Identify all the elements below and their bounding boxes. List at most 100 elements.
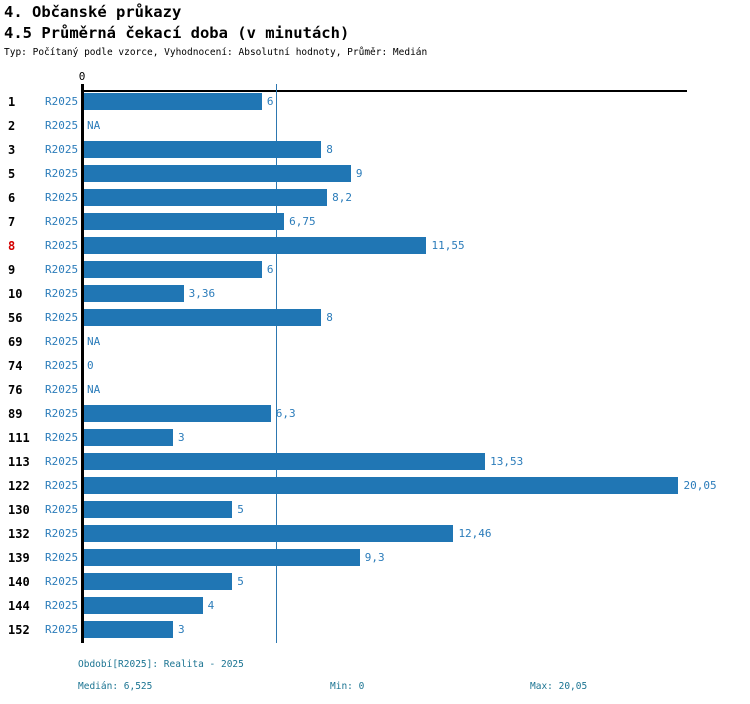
row-category-label: 5	[8, 167, 16, 181]
y-axis-line	[81, 84, 84, 643]
row-value-label: NA	[87, 383, 101, 396]
row-bar	[84, 477, 679, 494]
row-period-label: R2025	[45, 191, 79, 204]
row-category-label: 7	[8, 215, 16, 229]
row-value-label: 11,55	[431, 239, 465, 252]
row-category-label: 76	[8, 383, 23, 397]
chart-meta-line: Typ: Počítaný podle vzorce, Vyhodnocení:…	[4, 47, 428, 58]
chart-row: 3 R2025 8	[0, 138, 750, 162]
row-bar	[84, 213, 285, 230]
row-period-label: R2025	[45, 287, 79, 300]
chart-row: 2 R2025 NA	[0, 114, 750, 138]
chart-row: 139 R2025 9,3	[0, 546, 750, 570]
chart-row: 140 R2025 5	[0, 570, 750, 594]
row-value-label: 12,46	[458, 527, 492, 540]
row-category-label: 152	[8, 623, 30, 637]
row-period-label: R2025	[45, 527, 79, 540]
row-period-label: R2025	[45, 383, 79, 396]
row-value-label: 0	[87, 359, 94, 372]
row-bar	[84, 405, 271, 422]
row-value-label: 5	[237, 503, 244, 516]
chart-row: 7 R2025 6,75	[0, 210, 750, 234]
row-category-label: 74	[8, 359, 23, 373]
row-bar	[84, 165, 351, 182]
chart-row: 152 R2025 3	[0, 618, 750, 642]
chart-row: 9 R2025 6	[0, 258, 750, 282]
row-category-label: 1	[8, 95, 16, 109]
row-value-label: 3	[177, 431, 185, 444]
row-category-label: 113	[8, 455, 30, 469]
median-line	[276, 84, 277, 643]
row-period-label: R2025	[45, 311, 79, 324]
chart-row: 122 R2025 20,05	[0, 474, 750, 498]
footer-median: Medián: 6,525	[78, 681, 153, 692]
chart-row: 8 R2025 11,55	[0, 234, 750, 258]
row-value-label: 3,36	[188, 287, 216, 300]
chart-row: 6 R2025 8,2	[0, 186, 750, 210]
row-category-label: 10	[8, 287, 23, 301]
row-category-label: 140	[8, 575, 30, 589]
row-category-label: 6	[8, 191, 16, 205]
footer-min: Min: 0	[330, 681, 365, 692]
row-bar	[84, 309, 322, 326]
row-bar	[84, 597, 203, 614]
row-value-label: 6,3	[275, 407, 296, 420]
row-category-label: 111	[8, 431, 30, 445]
row-period-label: R2025	[45, 143, 79, 156]
report-title: 4. Občanské průkazy	[4, 3, 182, 21]
row-value-label: 9,3	[364, 551, 385, 564]
row-value-label: 8,2	[332, 191, 352, 204]
row-value-label: NA	[87, 119, 101, 132]
row-period-label: R2025	[45, 359, 79, 372]
row-period-label: R2025	[45, 503, 79, 516]
row-bar	[84, 429, 173, 446]
row-period-label: R2025	[45, 575, 79, 588]
x-axis-zero-label: 0	[78, 70, 86, 83]
row-category-label: 122	[8, 479, 30, 493]
row-value-label: 3	[177, 623, 185, 636]
chart-row: 1 R2025 6	[0, 90, 750, 114]
row-bar	[84, 285, 184, 302]
row-bar	[84, 549, 360, 566]
chart-row: 56 R2025 8	[0, 306, 750, 330]
row-category-label: 144	[8, 599, 30, 613]
row-value-label: 4	[207, 599, 215, 612]
row-category-label: 130	[8, 503, 30, 517]
row-category-label: 132	[8, 527, 30, 541]
row-value-label: 6	[266, 263, 274, 276]
row-category-label: 139	[8, 551, 30, 565]
row-period-label: R2025	[45, 623, 79, 636]
row-period-label: R2025	[45, 479, 79, 492]
chart-row: 10 R2025 3,36	[0, 282, 750, 306]
chart-title: 4.5 Průměrná čekací doba (v minutách)	[4, 24, 350, 42]
row-value-label: 6	[266, 95, 274, 108]
row-value-label: 20,05	[683, 479, 717, 492]
row-period-label: R2025	[45, 407, 79, 420]
row-bar	[84, 453, 486, 470]
row-bar	[84, 621, 173, 638]
row-value-label: 8	[326, 143, 333, 156]
row-bar	[84, 573, 233, 590]
row-period-label: R2025	[45, 215, 79, 228]
chart-row: 113 R2025 13,53	[0, 450, 750, 474]
row-value-label: 9	[355, 167, 363, 180]
row-value-label: NA	[87, 335, 101, 348]
chart-row: 5 R2025 9	[0, 162, 750, 186]
row-period-label: R2025	[45, 119, 79, 132]
row-bar	[84, 141, 322, 158]
row-bar	[84, 501, 233, 518]
row-category-label: 9	[8, 263, 16, 277]
row-period-label: R2025	[45, 167, 79, 180]
chart-row: 89 R2025 6,3	[0, 402, 750, 426]
chart-row: 132 R2025 12,46	[0, 522, 750, 546]
row-category-label: 69	[8, 335, 23, 349]
row-bar	[84, 261, 262, 278]
row-bar	[84, 189, 328, 206]
row-bar	[84, 525, 454, 542]
row-category-label: 3	[8, 143, 16, 157]
row-category-label: 2	[8, 119, 16, 133]
chart-row: 130 R2025 5	[0, 498, 750, 522]
row-value-label: 13,53	[490, 455, 524, 468]
